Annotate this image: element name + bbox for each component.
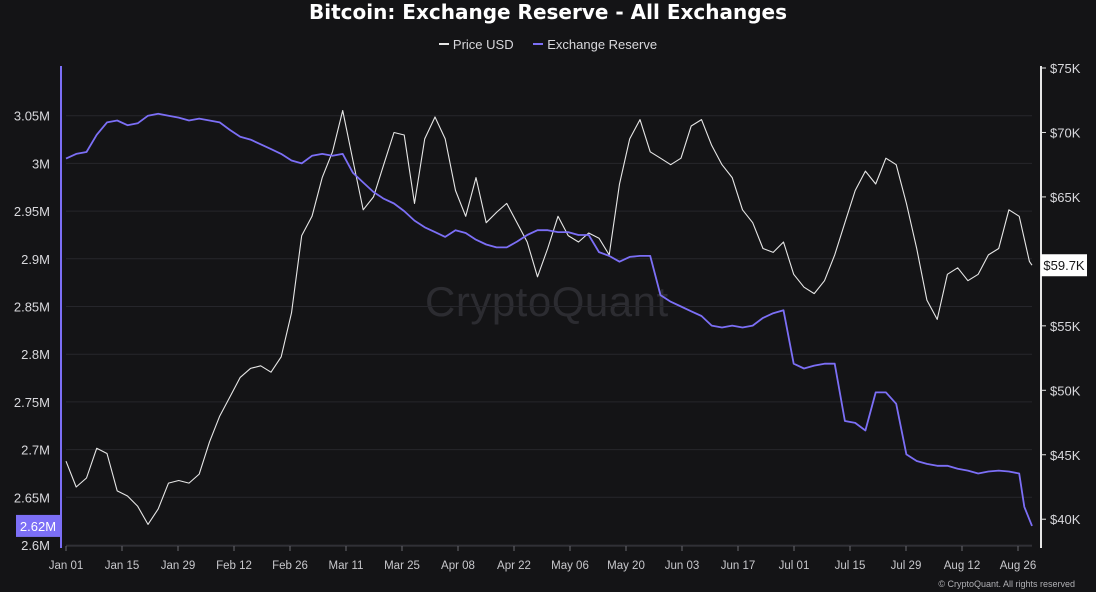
copyright-text: © CryptoQuant. All rights reserved [938,579,1075,589]
right-tick-label: $50K [1050,383,1081,398]
x-tick-label: Apr 22 [497,560,531,572]
left-tick-label: 2.75M [14,395,50,410]
chart-title: Bitcoin: Exchange Reserve - All Exchange… [309,0,787,24]
x-tick-label: May 06 [551,560,589,572]
legend-item-price[interactable]: Price USD [438,36,514,52]
x-tick-label: Jul 15 [835,560,866,572]
legend-swatch-reserve [533,43,544,45]
x-tick-label: Apr 08 [441,560,475,572]
x-tick-label: Jul 01 [779,560,810,572]
legend-label-reserve: Exchange Reserve [547,36,658,52]
right-tick-label: $40K [1050,512,1081,527]
left-tick-label: 2.8M [21,347,50,362]
x-tick-label: Jan 29 [161,560,196,572]
x-tick-label: Jul 29 [891,560,922,572]
left-tick-label: 3.05M [14,109,50,124]
left-tick-label: 2.85M [14,300,50,315]
left-tick-label: 2.9M [21,252,50,267]
current-price-label: $59.7K [1043,258,1085,273]
legend-label-price: Price USD [452,36,514,52]
x-tick-label: Feb 12 [216,560,252,572]
current-reserve-badge [16,514,60,537]
left-tick-label: 2.65M [14,490,50,505]
exchange-reserve-line [65,112,1033,527]
x-tick-label: Jan 01 [49,560,84,572]
right-tick-label: $45K [1050,448,1081,463]
right-tick-label: $75K [1050,61,1081,76]
x-tick-label: Mar 11 [329,560,364,572]
chart-legend: Price USD Exchange Reserve [0,33,1096,52]
left-tick-label: 2.6M [21,538,50,553]
x-tick-label: Feb 26 [272,560,308,572]
x-tick-label: Jun 03 [665,560,700,572]
right-tick-label: $70K [1050,125,1081,140]
x-tick-label: May 20 [607,560,645,572]
left-tick-label: 2.7M [21,443,50,458]
current-reserve-label: 2.62M [20,519,56,534]
right-tick-label: $65K [1050,190,1081,205]
right-tick-label: $55K [1050,319,1081,334]
x-tick-label: Aug 12 [944,560,980,572]
x-tick-label: Jun 17 [721,560,756,572]
price-usd-line [65,109,1033,525]
watermark: CryptoQuant [425,278,669,325]
left-tick-label: 3M [32,156,50,171]
x-tick-label: Jan 15 [105,560,140,572]
legend-swatch-price [438,43,449,45]
legend-item-reserve[interactable]: Exchange Reserve [533,37,657,52]
x-tick-label: Mar 25 [384,560,420,572]
left-tick-label: 2.95M [14,204,50,219]
x-tick-label: Aug 26 [1000,560,1036,572]
current-price-badge [1041,254,1087,277]
